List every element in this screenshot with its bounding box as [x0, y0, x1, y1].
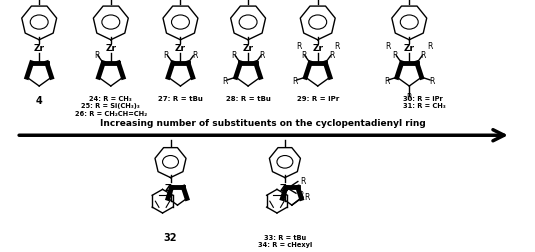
Text: R: R — [384, 77, 389, 86]
Text: Zr: Zr — [175, 44, 186, 53]
Text: R: R — [192, 50, 197, 59]
Text: R: R — [329, 50, 334, 59]
Text: Zr: Zr — [105, 44, 116, 53]
Text: Zr: Zr — [34, 44, 45, 53]
Text: R: R — [393, 50, 398, 59]
Text: R: R — [421, 50, 426, 59]
Text: 29: R = iPr: 29: R = iPr — [296, 96, 339, 102]
Text: Zr: Zr — [279, 183, 291, 192]
Text: Zr: Zr — [165, 183, 176, 192]
Text: 24: R = CH₃
25: R = Si(CH₃)₃
26: R = CH₂CH=CH₂: 24: R = CH₃ 25: R = Si(CH₃)₃ 26: R = CH₂… — [75, 96, 147, 116]
Text: 27: R = tBu: 27: R = tBu — [158, 96, 203, 102]
Text: R: R — [292, 77, 297, 86]
Text: R: R — [300, 176, 305, 185]
Text: R: R — [427, 42, 433, 51]
Text: 28: R = tBu: 28: R = tBu — [226, 96, 271, 102]
Text: 33: R = tBu
34: R = cHexyl: 33: R = tBu 34: R = cHexyl — [258, 234, 312, 247]
Text: 4: 4 — [36, 96, 43, 106]
Text: R: R — [407, 93, 412, 102]
Text: 30: R = iPr
31: R = CH₃: 30: R = iPr 31: R = CH₃ — [403, 96, 446, 109]
Text: R: R — [304, 192, 309, 201]
Text: R: R — [94, 50, 100, 59]
Text: R: R — [164, 50, 169, 59]
Text: 32: 32 — [164, 232, 177, 242]
Text: Increasing number of substituents on the cyclopentadienyl ring: Increasing number of substituents on the… — [100, 119, 426, 128]
Text: Zr: Zr — [404, 44, 415, 53]
Text: R: R — [296, 42, 302, 51]
Text: Zr: Zr — [242, 44, 254, 53]
Text: R: R — [231, 50, 237, 59]
Text: R: R — [429, 77, 434, 86]
Text: R: R — [386, 42, 391, 51]
Text: R: R — [334, 42, 339, 51]
Text: R: R — [259, 50, 265, 59]
Text: R: R — [301, 50, 307, 59]
Text: R: R — [298, 190, 303, 199]
Text: Zr: Zr — [312, 44, 323, 53]
Text: R: R — [223, 77, 228, 86]
